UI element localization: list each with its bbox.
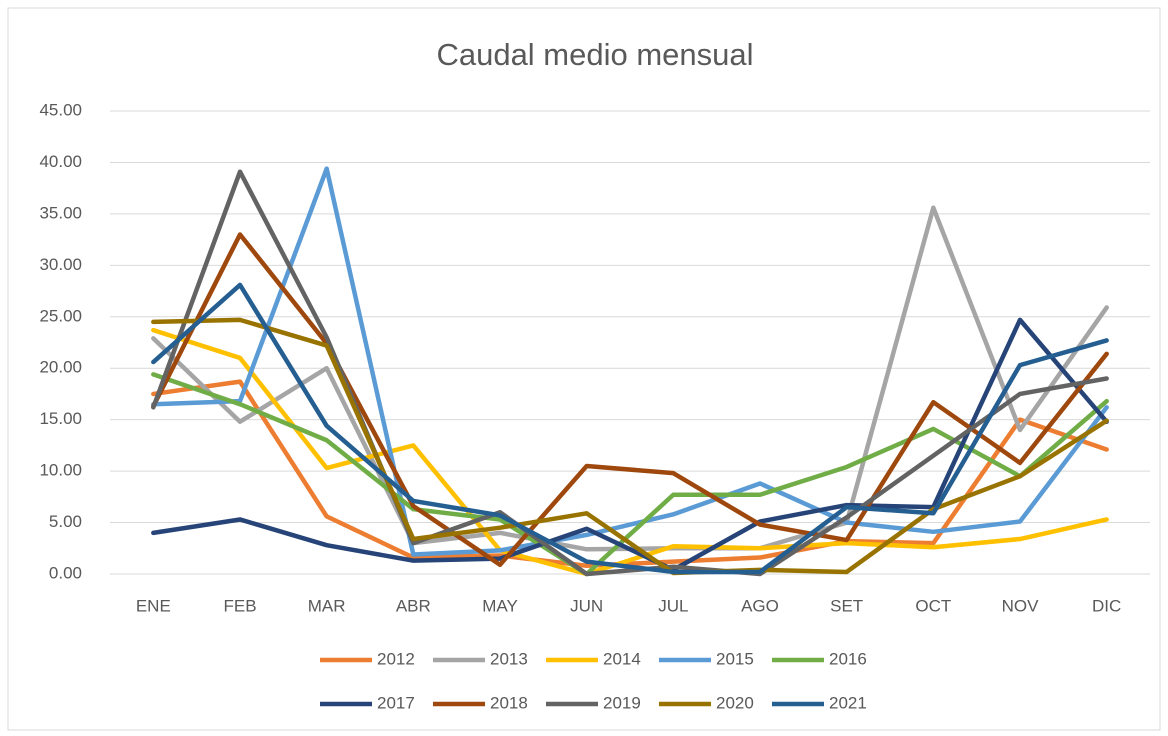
y-tick-label: 35.00 [39,203,82,222]
y-tick-label: 30.00 [39,255,82,274]
x-tick-label: OCT [915,596,951,615]
legend-label: 2015 [716,649,754,668]
x-tick-label: AGO [741,596,779,615]
x-tick-label: MAY [482,596,518,615]
data-line [151,166,1109,557]
legend-label: 2012 [377,649,415,668]
legend-label: 2017 [377,693,415,712]
y-tick-label: 20.00 [39,358,82,377]
data-line [151,379,1109,569]
x-tick-label: JUN [570,596,603,615]
y-tick-label: 5.00 [49,512,82,531]
x-tick-label: MAR [308,596,346,615]
legend-label: 2019 [603,693,641,712]
data-line [151,317,1109,573]
legend-label: 2013 [490,649,528,668]
y-tick-label: 45.00 [39,100,82,119]
data-line [151,327,1109,577]
legend-label: 2018 [490,693,528,712]
data-line [151,232,1109,567]
data-line [151,169,1109,577]
y-tick-label: 25.00 [39,306,82,325]
data-line [151,282,1109,575]
x-tick-label: NOV [1002,596,1040,615]
x-tick-label: DIC [1092,596,1121,615]
chart-border [7,7,1161,731]
x-tick-label: ENE [136,596,171,615]
chart-title: Caudal medio mensual [436,37,753,72]
x-tick-label: FEB [223,596,256,615]
y-tick-label: 0.00 [49,563,82,582]
y-tick-label: 15.00 [39,409,82,428]
legend-label: 2016 [829,649,867,668]
data-line [151,317,1109,576]
y-tick-label: 10.00 [39,461,82,480]
legend-label: 2014 [603,649,641,668]
y-tick-label: 40.00 [39,152,82,171]
legend-label: 2021 [829,693,867,712]
legend-label: 2020 [716,693,754,712]
x-tick-label: SET [830,596,863,615]
x-tick-label: ABR [396,596,431,615]
x-tick-label: JUL [658,596,688,615]
data-line [151,372,1109,577]
